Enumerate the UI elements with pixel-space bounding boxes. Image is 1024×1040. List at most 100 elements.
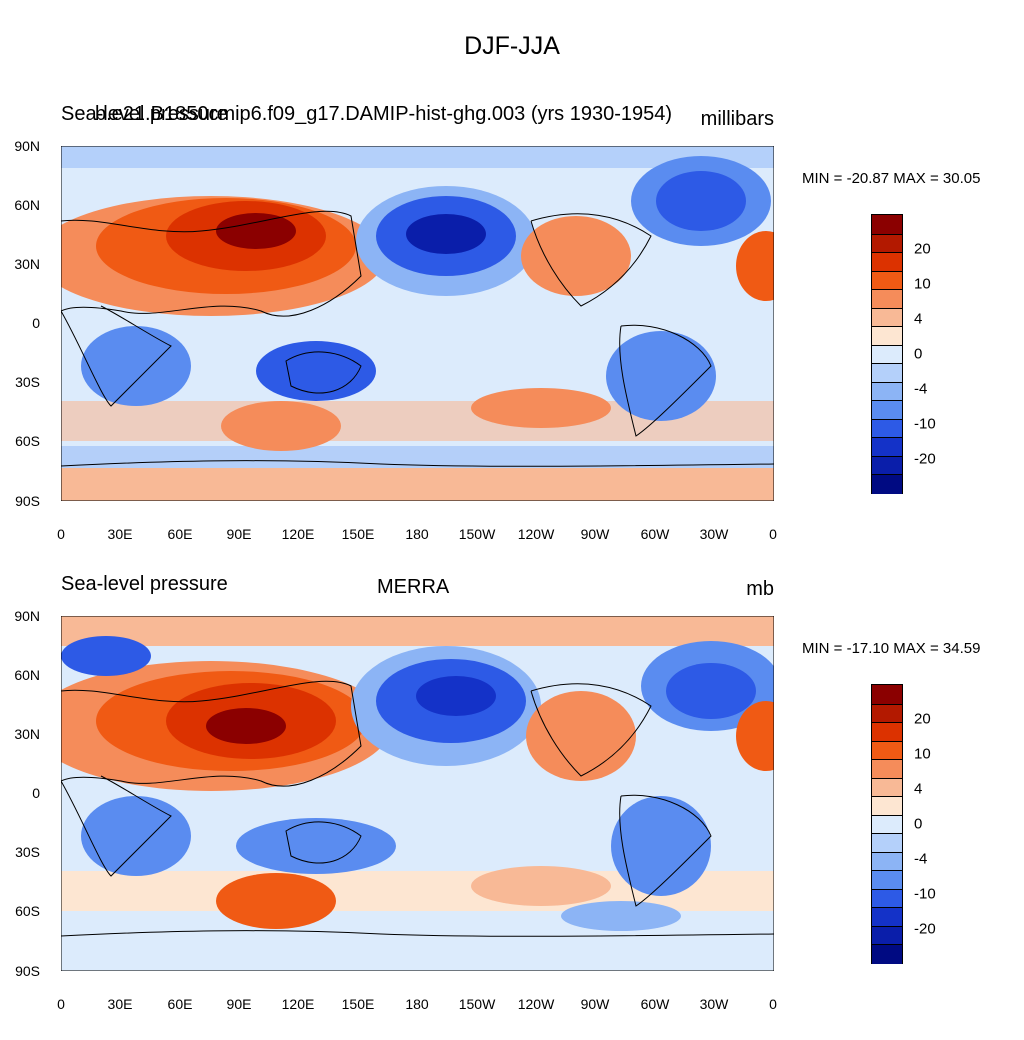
namerica-coast — [530, 213, 652, 307]
samerica-low — [611, 796, 711, 896]
lon-tick: 150W — [458, 996, 496, 1012]
lon-tick: 0 — [769, 526, 777, 542]
namerica-high — [526, 691, 636, 781]
lon-tick: 120W — [517, 996, 555, 1012]
lon-tick: 0 — [57, 526, 65, 542]
colorbar-segment — [872, 474, 902, 495]
atlantic-low-core — [656, 171, 746, 231]
panel-units-label: mb — [746, 578, 774, 600]
samerica-low — [606, 331, 716, 421]
colorbar-segment — [872, 833, 902, 854]
panel-left-label: Sea-level pressure — [61, 103, 228, 125]
colorbar-segment — [872, 870, 902, 891]
colorbar — [871, 214, 903, 495]
sahara-high — [736, 701, 774, 771]
colorbar-label: 20 — [914, 240, 931, 258]
lon-tick: 30W — [699, 996, 729, 1012]
colorbar-label: 10 — [914, 745, 931, 763]
colorbar-segment — [872, 363, 902, 384]
lat-tick: 60S — [15, 433, 40, 449]
colorbar-label: -4 — [914, 850, 928, 868]
colorbar-segment — [872, 851, 902, 872]
lat-tick: 0 — [32, 315, 40, 331]
colorbar-segment — [872, 215, 902, 235]
namerica-high — [521, 216, 631, 296]
lat-tick: 90S — [15, 493, 40, 509]
lon-tick: 180 — [405, 526, 429, 542]
pacific-low-core — [416, 676, 496, 716]
lon-tick: 120E — [281, 996, 315, 1012]
map-plot[interactable] — [61, 146, 774, 501]
colorbar-segment — [872, 796, 902, 817]
colorbar-segment — [872, 289, 902, 310]
panel-reanalysis: Sea-level pressure MERRA mb MIN = -17.10… — [0, 570, 1024, 1040]
colorbar-segment — [872, 925, 902, 946]
lon-tick: 180 — [405, 996, 429, 1012]
colorbar-segment — [872, 814, 902, 835]
namerica-coast — [530, 683, 652, 777]
arctic-band — [61, 616, 774, 646]
lat-tick: 60N — [14, 667, 40, 683]
colorbar-segment — [872, 418, 902, 439]
antarctica-coast — [61, 460, 774, 467]
colorbar-segment — [872, 400, 902, 421]
lon-tick: 60W — [640, 526, 670, 542]
lat-tick: 30N — [14, 256, 40, 272]
lon-tick: 150E — [341, 526, 375, 542]
panel-left-label: Sea-level pressure — [61, 573, 228, 595]
indian-ocean-high — [216, 873, 336, 929]
asia-high-core — [206, 708, 286, 744]
panel-model: Sea-level pressure b.e21.B1850cmip6.f09_… — [0, 100, 1024, 570]
colorbar-segment — [872, 740, 902, 761]
colorbar-label: 20 — [914, 710, 931, 728]
indian-ocean-high — [221, 401, 341, 451]
lon-tick: 90E — [226, 996, 252, 1012]
colorbar-segment — [872, 307, 902, 328]
sahara-high — [736, 231, 774, 301]
antarctic-band — [61, 938, 774, 971]
colorbar-segment — [872, 685, 902, 705]
colorbar-segment — [872, 777, 902, 798]
colorbar-segment — [872, 722, 902, 743]
southern-low — [561, 901, 681, 931]
minmax-text: MIN = -17.10 MAX = 34.59 — [802, 640, 981, 657]
antarctica-coast — [61, 930, 774, 937]
colorbar-label: -10 — [914, 415, 936, 433]
lon-tick: 150E — [341, 996, 375, 1012]
lon-tick: 150W — [458, 526, 496, 542]
lon-tick: 90E — [226, 526, 252, 542]
australia-coast — [285, 821, 362, 864]
pacific-south-high — [471, 388, 611, 428]
lat-tick: 30N — [14, 726, 40, 742]
colorbar-segment — [872, 907, 902, 928]
pacific-low-core — [406, 214, 486, 254]
lon-tick: 60E — [167, 996, 193, 1012]
europe-low — [61, 636, 151, 676]
panel-units-label: millibars — [700, 108, 774, 130]
colorbar-label: -4 — [914, 380, 928, 398]
lon-tick: 30E — [107, 526, 133, 542]
samerica-coast — [619, 794, 712, 907]
southern-low-band — [61, 446, 774, 468]
lon-tick: 30E — [107, 996, 133, 1012]
colorbar-label: 10 — [914, 275, 931, 293]
colorbar-segment — [872, 455, 902, 476]
lon-tick: 60E — [167, 526, 193, 542]
colorbar-label: 0 — [914, 815, 923, 833]
colorbar-segment — [872, 326, 902, 347]
lat-tick: 90N — [14, 608, 40, 624]
asia-high-core — [216, 213, 296, 249]
colorbar-label: -20 — [914, 920, 936, 938]
lat-tick: 60S — [15, 903, 40, 919]
eurasia-coast — [61, 680, 362, 787]
antarctic-band — [61, 468, 774, 501]
colorbar-segment — [872, 437, 902, 458]
main-title: DJF-JJA — [464, 32, 560, 60]
colorbar-segment — [872, 759, 902, 780]
map-plot[interactable] — [61, 616, 774, 971]
atlantic-low-core — [666, 663, 756, 719]
samerica-coast — [619, 324, 712, 437]
lon-tick: 0 — [57, 996, 65, 1012]
australia-low — [256, 341, 376, 401]
africa-low — [81, 326, 191, 406]
